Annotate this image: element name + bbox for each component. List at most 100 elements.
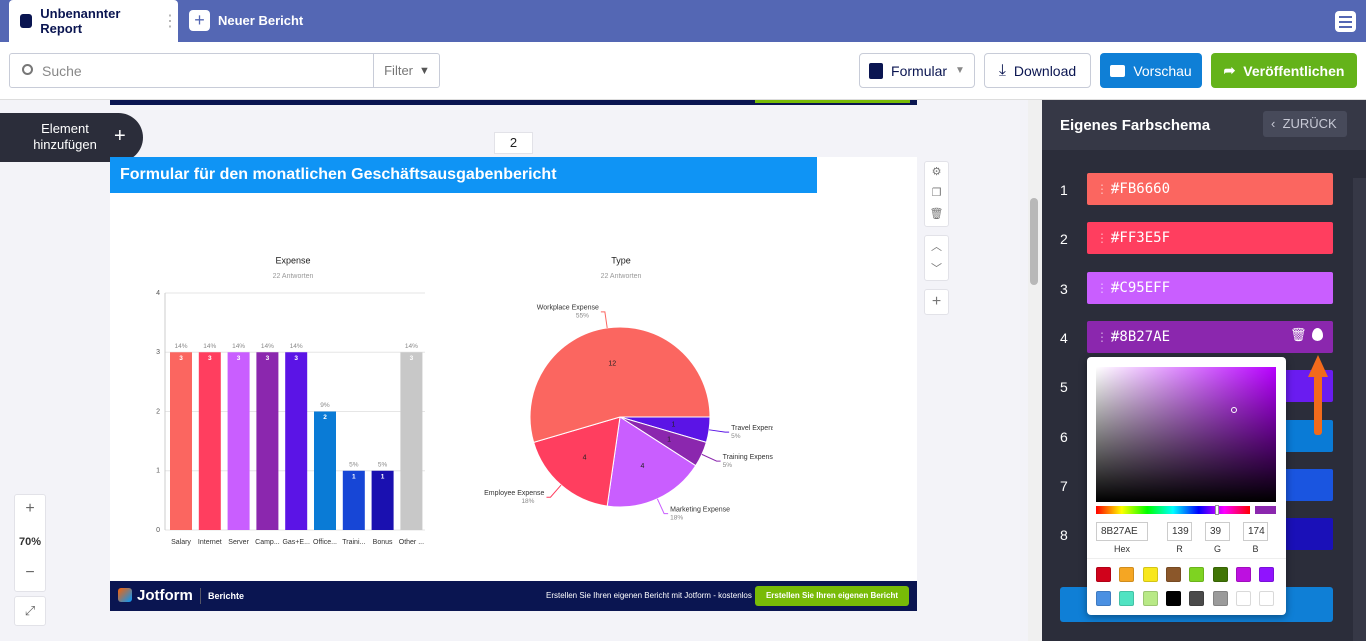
tab-active[interactable]: Unbenannter Report ⋮	[9, 0, 178, 42]
preset-swatch[interactable]	[1212, 591, 1228, 606]
slice-label: Workplace Expense	[537, 305, 599, 312]
footer-promo: Erstellen Sie Ihren eigenen Bericht mit …	[546, 591, 752, 600]
previous-page-footer	[110, 100, 917, 105]
percent-label: 14%	[261, 343, 274, 350]
slice-value: 4	[640, 463, 644, 470]
add-element-label: Element hinzufügen	[33, 121, 97, 152]
preset-swatch[interactable]	[1212, 567, 1228, 582]
preset-swatch[interactable]	[1119, 567, 1135, 582]
x-tick-label: Server	[228, 539, 249, 546]
footer-section: Berichte	[208, 591, 245, 601]
preset-swatch[interactable]	[1096, 567, 1111, 582]
footer-button[interactable]: Erstellen Sie Ihren eigenen Bericht	[755, 586, 909, 606]
search-placeholder: Suche	[42, 63, 82, 79]
x-tick-label: Internet	[198, 539, 222, 546]
back-label: ZURÜCK	[1282, 116, 1337, 131]
formular-label: Formular	[891, 62, 948, 79]
report-charts: Expense 22 Antworten Type 22 Antworten 1…	[156, 255, 773, 546]
formular-dropdown[interactable]: Formular ▼	[859, 53, 975, 88]
preset-swatch[interactable]	[1142, 567, 1158, 582]
color-drop-icon[interactable]	[1312, 327, 1323, 341]
preset-swatch[interactable]	[1165, 591, 1181, 606]
color-hex: #FF3E5F	[1111, 230, 1171, 247]
input-label: R	[1176, 544, 1183, 554]
y-tick-label: 1	[156, 468, 160, 475]
bar	[342, 470, 365, 530]
element-tools[interactable]: ⚙ ❐ 🗑	[924, 161, 949, 227]
move-tools[interactable]: ︿ ﹀	[924, 235, 949, 281]
publish-button[interactable]: ➦ Veröffentlichen	[1211, 53, 1357, 88]
bar	[400, 352, 423, 530]
delete-icon[interactable]: 🗑	[1290, 326, 1307, 342]
slice-label: Employee Expense	[484, 490, 544, 497]
y-tick-label: 0	[156, 527, 160, 534]
row-number: 5	[1060, 379, 1068, 396]
fullscreen-button[interactable]: ⤢	[14, 596, 46, 626]
leader-line	[701, 453, 721, 462]
value-label: 3	[294, 355, 298, 362]
color-row[interactable]: ⋮⋮ #FB6660	[1087, 173, 1333, 205]
slice-value: 1	[667, 436, 671, 443]
tab-label: Neuer Bericht	[218, 13, 304, 28]
preset-swatch[interactable]	[1165, 567, 1181, 582]
percent-label: 14%	[203, 343, 216, 350]
search-box[interactable]: Suche Filter ▼	[9, 53, 440, 88]
preset-swatch[interactable]	[1119, 591, 1135, 606]
top-bar: Unbenannter Report ⋮ + Neuer Bericht	[0, 0, 1366, 42]
color-input[interactable]: 8B27AE	[1096, 522, 1148, 541]
slice-percent: 18%	[521, 498, 534, 505]
color-input[interactable]: 39	[1205, 522, 1230, 541]
preview-button[interactable]: Vorschau	[1100, 53, 1202, 88]
filter-button[interactable]: Filter ▼	[373, 54, 440, 87]
scrollbar[interactable]	[1028, 100, 1042, 641]
back-button[interactable]: ‹ ZURÜCK	[1263, 111, 1347, 137]
chart-subtitle: 22 Antworten	[273, 273, 314, 280]
bar	[227, 352, 250, 530]
x-tick-label: Other ...	[399, 539, 424, 546]
preset-swatch[interactable]	[1235, 591, 1251, 606]
download-button[interactable]: ⤓ Download	[984, 53, 1091, 88]
zoom-out[interactable]: −	[25, 564, 35, 581]
color-input[interactable]: 139	[1167, 522, 1192, 541]
x-tick-label: Traini...	[342, 539, 365, 546]
input-label: Hex	[1113, 544, 1130, 554]
zoom-in[interactable]: +	[25, 500, 35, 517]
preset-swatch[interactable]	[1259, 567, 1275, 582]
slice-value: 4	[583, 455, 587, 462]
current-color	[1255, 506, 1276, 514]
value-label: 3	[179, 355, 183, 362]
saturation-area[interactable]	[1096, 367, 1276, 502]
pie-slice	[533, 416, 621, 507]
preset-swatch[interactable]	[1189, 567, 1205, 582]
menu-button[interactable]	[1335, 11, 1356, 32]
row-number: 8	[1060, 527, 1068, 544]
color-hex: #C95EFF	[1111, 279, 1171, 296]
bar	[285, 352, 308, 530]
color-hex: #8B27AE	[1111, 328, 1171, 345]
zoom-level: 70%	[18, 536, 42, 548]
hue-slider[interactable]	[1096, 505, 1250, 515]
color-row[interactable]: ⋮⋮ #8B27AE 🗑	[1087, 320, 1333, 353]
preset-swatch[interactable]	[1189, 591, 1205, 606]
value-label: 1	[381, 473, 385, 480]
preset-swatch[interactable]	[1235, 567, 1251, 582]
color-row[interactable]: ⋮⋮ #C95EFF	[1087, 271, 1333, 304]
chart-title: Expense	[275, 255, 310, 265]
chart-subtitle: 22 Antworten	[601, 273, 642, 280]
slice-percent: 18%	[670, 514, 683, 521]
row-number: 7	[1060, 477, 1068, 494]
preset-swatch[interactable]	[1142, 591, 1158, 606]
report-title: Formular für den monatlichen Geschäftsau…	[110, 157, 817, 193]
color-input[interactable]: 174	[1243, 522, 1268, 541]
page-number: 2	[494, 132, 533, 154]
input-label: G	[1213, 544, 1221, 554]
preset-swatch[interactable]	[1259, 591, 1275, 606]
color-row[interactable]: ⋮⋮ #FF3E5F	[1087, 222, 1333, 255]
percent-label: 5%	[378, 461, 388, 468]
tab-new[interactable]: + Neuer Bericht	[189, 10, 303, 31]
slice-percent: 5%	[731, 433, 741, 440]
preset-swatch[interactable]	[1096, 591, 1111, 606]
add-below[interactable]: +	[924, 289, 949, 315]
slice-percent: 55%	[576, 313, 589, 320]
add-element-button[interactable]: Element hinzufügen +	[0, 113, 143, 162]
